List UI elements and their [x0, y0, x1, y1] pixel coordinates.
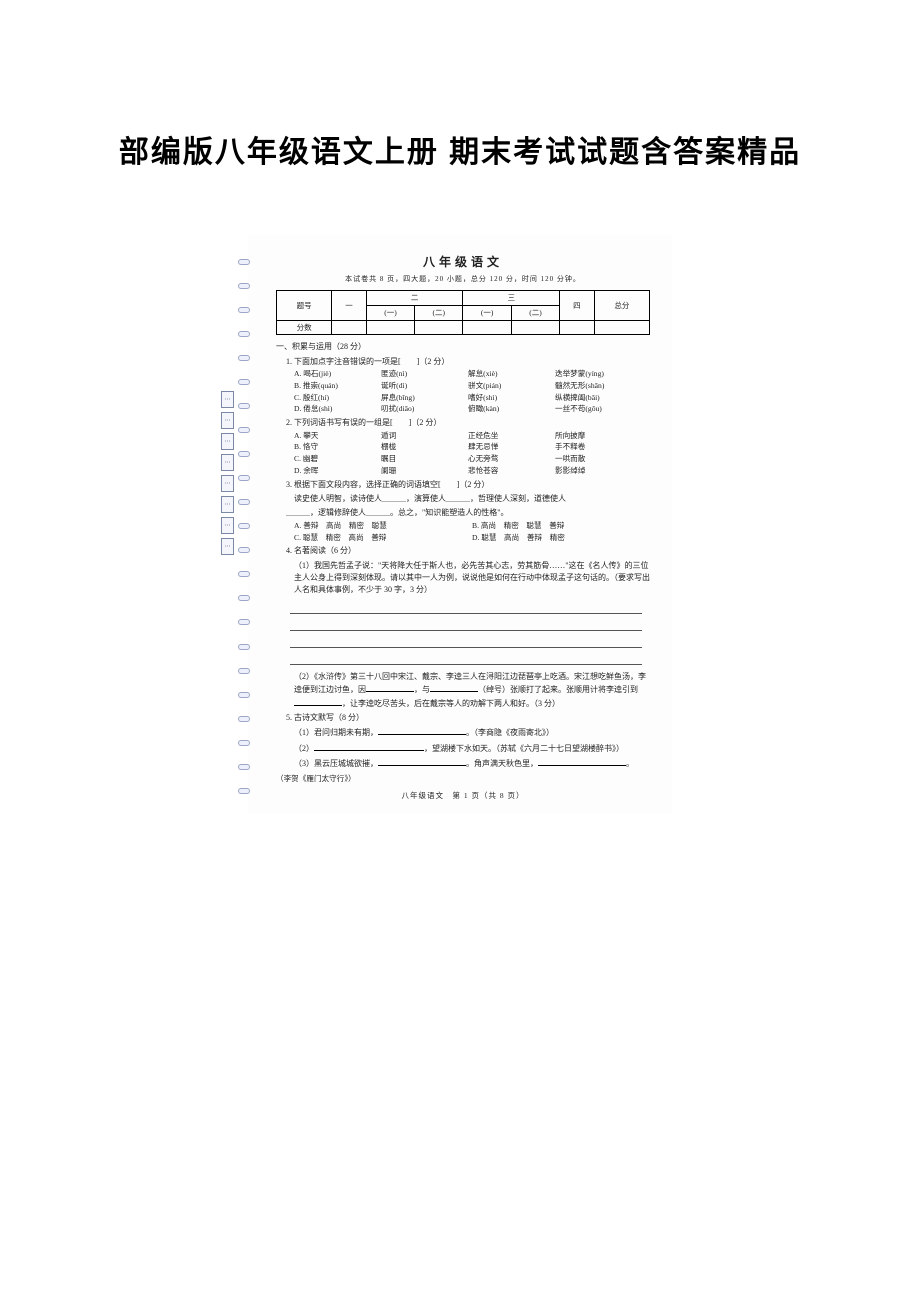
exam-subtitle: 本试卷共 8 页，四大题，20 小题，总分 120 分，时间 120 分钟。 — [276, 274, 650, 285]
q1-optB: B. 推崇(quán)诞听(dì)骈文(pián)髓然无形(shān) — [294, 380, 642, 392]
score-sub: (二) — [415, 306, 463, 321]
exam-page: ⋯ ⋯ ⋯ ⋯ ⋯ ⋯ ⋯ ⋯ 八年级语文 本试卷共 8 页，四大题，20 小题… — [248, 235, 672, 814]
score-head: 总分 — [594, 291, 649, 320]
spiral-binding-icon — [238, 253, 252, 800]
score-head: 四 — [560, 291, 595, 320]
exam-page-container: ⋯ ⋯ ⋯ ⋯ ⋯ ⋯ ⋯ ⋯ 八年级语文 本试卷共 8 页，四大题，20 小题… — [0, 235, 920, 814]
score-sub: (一) — [463, 306, 511, 321]
tab-icon: ⋯ — [221, 454, 234, 471]
q3-opts-row1: A. 善辩 高尚 精密 聪慧B. 高尚 精密 聪慧 善辩 — [294, 520, 650, 532]
answer-line — [290, 617, 642, 631]
q1-optA: A. 喝石(jiè)匿迹(nì)解怠(xiè)迭举梦蒙(yíng) — [294, 368, 642, 380]
q2-stem: 2. 下列词语书写有误的一组是[ ]（2 分） — [286, 417, 650, 429]
q5-line1: （1）君问归期未有期，。（李商隐《夜雨寄北》） — [294, 726, 650, 739]
q5-line2: （2），望湖楼下水如天。（苏轼《六月二十七日望湖楼醉书》） — [294, 742, 650, 755]
tab-icon: ⋯ — [221, 517, 234, 534]
q5-line3: （3）黑云压城城欲摧，。角声满天秋色里，。 — [294, 757, 650, 770]
tab-icon: ⋯ — [221, 391, 234, 408]
q1-stem: 1. 下面加点字注音错误的一项是[ ]（2 分） — [286, 356, 650, 368]
q3-stem: 3. 根据下面文段内容，选择正确的词语填空[ ]（2 分） — [286, 479, 650, 491]
answer-line — [290, 634, 642, 648]
q4-stem: 4. 名著阅读（6 分） — [286, 545, 650, 557]
q3-opts-row2: C. 聪慧 精密 高尚 善辩D. 聪慧 高尚 善辩 精密 — [294, 532, 650, 544]
side-tabs: ⋯ ⋯ ⋯ ⋯ ⋯ ⋯ ⋯ ⋯ — [221, 391, 234, 555]
q5-author: （李贺《雁门太守行》） — [276, 773, 650, 785]
q4-part1: （1）我国先哲孟子说："天将降大任于斯人也，必先苦其心志，劳其筋骨……"这在《名… — [294, 560, 650, 597]
section-1-heading: 一、积累与运用（28 分） — [276, 341, 650, 353]
q2-optA: A. 攀天遁词正经危坐所向披靡 — [294, 430, 642, 442]
q2-optC: C. 幽碧瞩目心无旁骛一哄而散 — [294, 453, 642, 465]
answer-line — [290, 600, 642, 614]
score-sub: (二) — [511, 306, 559, 321]
q2-optB: B. 恪守棚栊肆无忌惮手不释卷 — [294, 441, 642, 453]
score-table: 题号 一 二 三 四 总分 (一) (二) (一) (二) 分数 — [276, 290, 650, 335]
q1-optC: C. 殷红(hí)屏息(bǐng)嗜好(shì)纵横捭阖(bǎi) — [294, 392, 642, 404]
q5-stem: 5. 古诗文默写（8 分） — [286, 712, 650, 724]
answer-line — [290, 651, 642, 665]
score-sub: (一) — [366, 306, 414, 321]
page-footer: 八年级语文 第 1 页（共 8 页） — [276, 790, 650, 802]
q1-optD: D. 倦怠(shì)叨扰(diāo)俯瞰(kàn)一丝不苟(gǒu) — [294, 403, 642, 415]
tab-icon: ⋯ — [221, 433, 234, 450]
q2-optD: D. 余晖阑珊悲怆苍容影影绰绰 — [294, 465, 642, 477]
tab-icon: ⋯ — [221, 475, 234, 492]
page-main-title: 部编版八年级语文上册 期末考试试题含答案精品 — [0, 0, 920, 195]
score-head: 三 — [463, 291, 560, 306]
q4-part2: （2）《水浒传》第三十八回中宋江、戴宗、李逵三人在浔阳江边琵琶亭上吃酒。宋江想吃… — [294, 671, 650, 710]
q3-passage-b: ＿＿＿，逻辑修辞使人＿＿＿。总之，"知识能塑造人的性格"。 — [286, 507, 650, 519]
tab-icon: ⋯ — [221, 538, 234, 555]
score-head: 二 — [366, 291, 463, 306]
exam-title: 八年级语文 — [276, 253, 650, 272]
q3-passage-a: 读史使人明智，读诗使人＿＿＿，演算使人＿＿＿，哲理使人深刻，道德使人 — [294, 493, 650, 505]
score-row-label: 分数 — [277, 320, 332, 335]
tab-icon: ⋯ — [221, 412, 234, 429]
tab-icon: ⋯ — [221, 496, 234, 513]
score-head: 一 — [332, 291, 367, 320]
score-head: 题号 — [277, 291, 332, 320]
